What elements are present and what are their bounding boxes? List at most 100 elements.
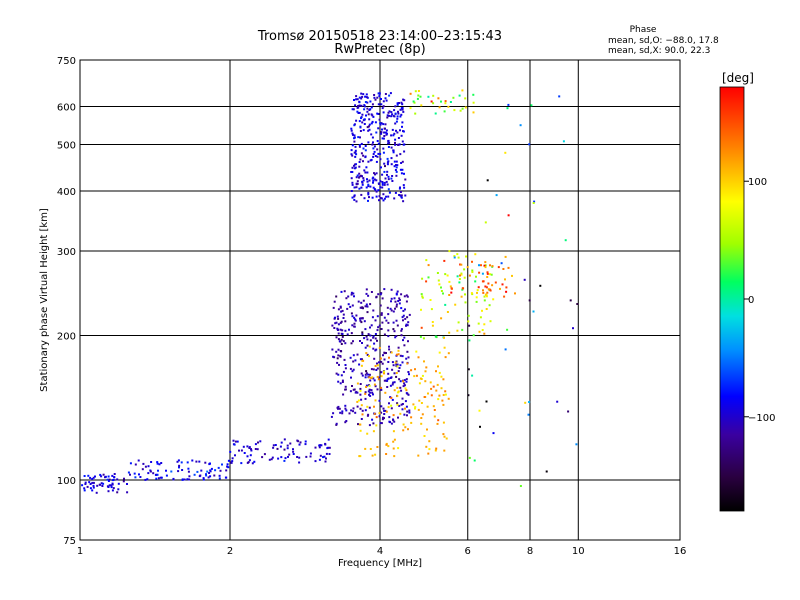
data-point [368, 384, 371, 387]
chart-subtitle: RwPretec (8p) [334, 42, 425, 57]
data-point [400, 162, 403, 164]
data-point [458, 94, 461, 97]
data-point [366, 107, 369, 110]
data-point [147, 472, 150, 475]
data-point [373, 145, 376, 148]
data-point [462, 287, 465, 290]
data-point [360, 97, 363, 100]
data-point [447, 352, 450, 355]
data-point [385, 319, 388, 322]
data-point [410, 369, 413, 372]
data-point [344, 364, 347, 366]
data-point [359, 407, 362, 410]
data-point [361, 317, 364, 320]
data-point [406, 324, 409, 327]
data-point [367, 390, 370, 393]
data-point [501, 283, 504, 286]
data-point [240, 449, 243, 452]
data-point [406, 295, 409, 298]
data-point [381, 183, 384, 186]
data-point [356, 391, 359, 394]
data-point [393, 160, 396, 163]
data-point [399, 412, 402, 415]
data-point [380, 197, 383, 200]
data-point [378, 118, 381, 121]
data-point [386, 170, 389, 173]
data-point [108, 484, 111, 487]
data-point [92, 476, 95, 479]
data-point [358, 100, 361, 103]
data-point [433, 409, 436, 411]
data-point [360, 418, 363, 420]
data-point [292, 453, 295, 455]
data-point [361, 113, 364, 116]
data-point [364, 373, 367, 376]
x-tick-label: 6 [465, 546, 471, 557]
data-point [395, 166, 398, 169]
data-point [359, 358, 362, 361]
data-point [386, 163, 389, 166]
data-point [368, 118, 371, 121]
data-point [341, 329, 344, 332]
data-point [384, 409, 387, 412]
data-point [357, 106, 360, 109]
data-point [339, 328, 342, 331]
data-point [506, 328, 509, 331]
data-point [483, 295, 486, 298]
data-point [390, 134, 393, 137]
data-point [386, 367, 389, 370]
data-point [283, 448, 286, 451]
data-point [323, 455, 326, 458]
data-point [394, 112, 397, 115]
data-point [371, 177, 374, 180]
data-point [392, 430, 395, 433]
data-point [487, 288, 490, 291]
data-point [372, 181, 374, 184]
data-point [444, 273, 447, 276]
data-point [353, 186, 356, 189]
data-point [460, 263, 463, 266]
data-point [457, 256, 460, 259]
data-point [400, 403, 403, 406]
data-point [339, 411, 342, 414]
data-point [383, 409, 386, 412]
data-point [395, 335, 398, 337]
data-point [350, 312, 353, 315]
data-point [370, 122, 373, 125]
data-point [368, 376, 371, 379]
data-point [395, 363, 398, 366]
data-point [454, 303, 457, 306]
data-point [390, 300, 392, 303]
data-point [359, 340, 361, 342]
data-point [444, 102, 447, 105]
data-point [391, 113, 394, 116]
data-point [485, 286, 488, 289]
data-point [481, 329, 484, 331]
data-point [403, 384, 406, 387]
data-point [361, 331, 364, 334]
data-point [152, 472, 155, 475]
data-point [254, 443, 257, 446]
data-point [87, 474, 90, 477]
data-point [406, 350, 409, 353]
data-point [369, 391, 372, 394]
data-point [377, 127, 380, 130]
data-point [274, 444, 277, 446]
data-point [374, 173, 376, 176]
data-point [483, 264, 486, 267]
data-point [489, 264, 491, 267]
colorbar-tick-label: −100 [748, 413, 775, 424]
data-point [358, 175, 361, 178]
data-point [402, 200, 405, 203]
data-point [181, 469, 184, 471]
data-point [365, 166, 368, 169]
data-point [380, 292, 383, 295]
data-point [374, 365, 377, 367]
data-point [532, 202, 535, 204]
data-point [575, 443, 578, 446]
data-point [397, 390, 400, 393]
data-point [419, 95, 422, 98]
data-point [370, 106, 373, 109]
chart-title: Tromsø 20150518 23:14:00–23:15:43 [257, 29, 502, 44]
data-point [414, 90, 417, 93]
